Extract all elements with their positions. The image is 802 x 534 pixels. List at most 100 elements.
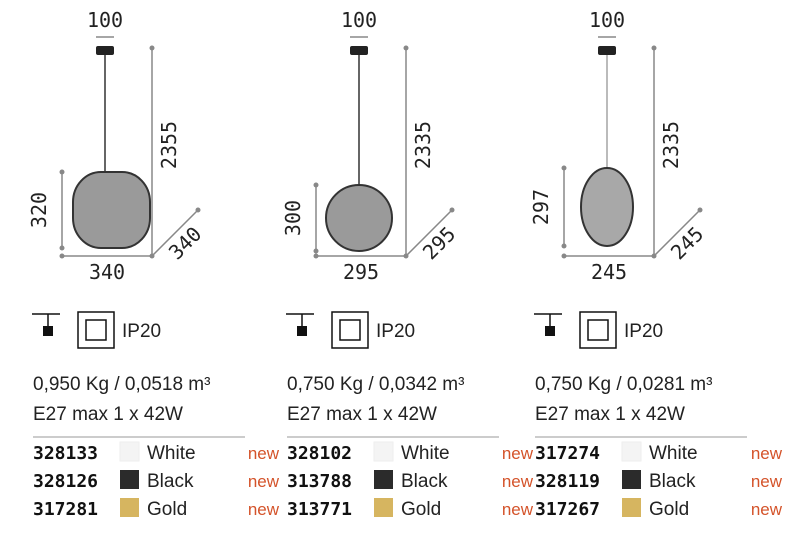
canopy [598, 46, 616, 55]
width: 340 [89, 260, 125, 284]
lamp-shade [325, 184, 393, 252]
swatch [374, 470, 393, 489]
dim-dot [697, 207, 703, 213]
depth: 295 [418, 222, 461, 265]
new-badge: new [751, 472, 783, 491]
swatch [374, 498, 393, 517]
variant-code: 317274 [535, 443, 600, 464]
lamp-height: 300 [281, 200, 305, 236]
product-column: 100 2355 320 340 340 IP20 0,950 Kg / 0,0518 m³… [27, 8, 280, 520]
variant-code: 328126 [33, 471, 98, 492]
variant-color: Black [401, 471, 448, 492]
product-column: 100 2335 300 295 295 IP20 0,750 Kg / 0,0342 m³… [281, 8, 534, 520]
class-icon-inner [587, 319, 609, 341]
swatch [120, 498, 139, 517]
variant-color: White [401, 443, 450, 464]
dim-dot [403, 45, 409, 51]
width: 295 [343, 260, 379, 284]
variant-color: Black [649, 471, 696, 492]
lamp-shade [72, 171, 151, 249]
new-badge: new [502, 500, 534, 519]
dim-dot [313, 182, 319, 188]
variant-code: 328119 [535, 471, 600, 492]
canopy [350, 46, 368, 55]
variant-color: Black [147, 471, 194, 492]
class-icon-inner [85, 319, 107, 341]
top-width: 100 [341, 8, 377, 32]
swatch [373, 441, 394, 462]
ip-rating: IP20 [624, 321, 663, 342]
variant-color: White [649, 443, 698, 464]
height: 2355 [157, 121, 181, 169]
depth: 245 [666, 222, 709, 265]
height: 2335 [411, 121, 435, 169]
dim-dot [651, 253, 657, 259]
top-width: 100 [87, 8, 123, 32]
weight-volume: 0,750 Kg / 0,0281 m³ [535, 374, 712, 395]
swatch [621, 441, 642, 462]
variant-color: Gold [401, 499, 441, 520]
width: 245 [591, 260, 627, 284]
pendant-icon-box [545, 326, 555, 336]
new-badge: new [248, 472, 280, 491]
dim-dot [149, 45, 155, 51]
dim-dot [59, 169, 65, 175]
ip-rating: IP20 [376, 321, 415, 342]
dim-dot [403, 253, 409, 259]
variant-color: Gold [649, 499, 689, 520]
dim-dot [59, 253, 65, 259]
pendant-icon-box [43, 326, 53, 336]
swatch [622, 470, 641, 489]
variant-color: Gold [147, 499, 187, 520]
new-badge: new [248, 444, 280, 463]
bulb: E27 max 1 x 42W [33, 404, 183, 425]
variant-code: 317267 [535, 499, 600, 520]
new-badge: new [751, 444, 783, 463]
swatch [119, 441, 140, 462]
variant-code: 313788 [287, 471, 352, 492]
bulb: E27 max 1 x 42W [535, 404, 685, 425]
dim-dot [59, 245, 65, 251]
dim-dot [149, 253, 155, 259]
variant-code: 317281 [33, 499, 98, 520]
lamp-height: 297 [529, 189, 553, 225]
dim-dot [313, 253, 319, 259]
class-icon-outer [331, 311, 369, 349]
swatch [622, 498, 641, 517]
variant-color: White [147, 443, 196, 464]
class-icon-outer [579, 311, 617, 349]
swatch [120, 470, 139, 489]
dim-dot [313, 248, 319, 254]
weight-volume: 0,750 Kg / 0,0342 m³ [287, 374, 464, 395]
variant-code: 328133 [33, 443, 98, 464]
lamp-height: 320 [27, 192, 51, 228]
height: 2335 [659, 121, 683, 169]
new-badge: new [502, 472, 534, 491]
variant-code: 328102 [287, 443, 352, 464]
pendant-icon [286, 313, 314, 326]
canopy [96, 46, 114, 55]
depth: 340 [164, 222, 207, 265]
variant-code: 313771 [287, 499, 352, 520]
top-width: 100 [589, 8, 625, 32]
pendant-icon [534, 313, 562, 326]
pendant-icon-box [297, 326, 307, 336]
bulb: E27 max 1 x 42W [287, 404, 437, 425]
new-badge: new [751, 500, 783, 519]
lamp-shade [580, 167, 634, 247]
product-column: 100 2335 297 245 245 IP20 0,750 Kg / 0,0281 m³… [529, 8, 783, 520]
pendant-icon [32, 313, 60, 326]
dim-dot [651, 45, 657, 51]
dim-dot [195, 207, 201, 213]
dim-dot [561, 165, 567, 171]
weight-volume: 0,950 Kg / 0,0518 m³ [33, 374, 210, 395]
new-badge: new [502, 444, 534, 463]
dim-dot [561, 253, 567, 259]
class-icon-outer [77, 311, 115, 349]
class-icon-inner [339, 319, 361, 341]
ip-rating: IP20 [122, 321, 161, 342]
dim-dot [561, 243, 567, 249]
dim-dot [449, 207, 455, 213]
new-badge: new [248, 500, 280, 519]
